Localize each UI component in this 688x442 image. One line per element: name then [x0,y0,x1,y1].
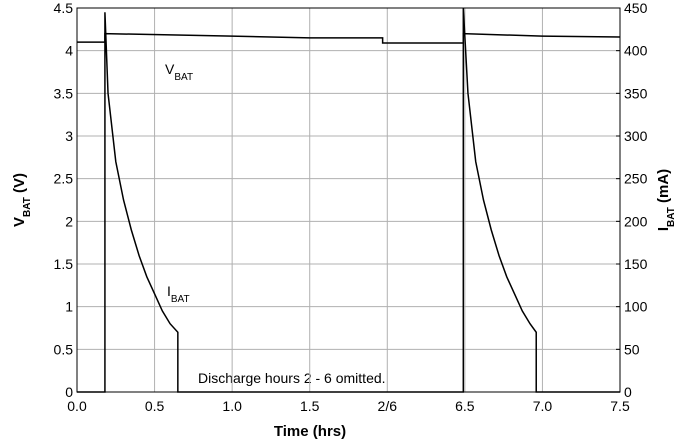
annotation: VBAT [165,61,193,83]
x-tick-label: 7.0 [533,398,553,414]
y-tick-label: 0.5 [54,341,74,357]
y2-tick-label: 300 [624,128,648,144]
y-tick-label: 4 [65,43,73,59]
x-tick-label: 1.0 [222,398,242,414]
y2-tick-label: 100 [624,299,648,315]
y2-label-part: I [655,227,672,231]
y-tick-label: 1.5 [54,256,74,272]
y2-tick-label: 200 [624,213,648,229]
y2-tick-label: 350 [624,85,648,101]
y-label-part: (V) [11,173,28,197]
y2-tick-label: 450 [624,0,648,16]
annotation-part: V [165,61,175,77]
y-label-part: V [11,217,28,227]
y-tick-label: 4.5 [54,0,74,16]
x-tick-label: 7.5 [610,398,630,414]
y2-axis-label: IBAT (mA) [655,169,677,231]
annotation: Discharge hours 2 - 6 omitted. [198,370,386,386]
y2-tick-label: 50 [624,341,640,357]
annotation-sub: BAT [174,72,193,83]
series-line [77,32,621,44]
x-tick-label: 6.5 [455,398,475,414]
y2-tick-label: 0 [624,384,632,400]
plot-frame [76,7,621,393]
y2-tick-label: 400 [624,43,648,59]
annotation: IBAT [167,283,190,305]
y2-label-sub: BAT [666,207,677,227]
y-tick-label: 2 [65,213,73,229]
y2-tick-label: 150 [624,256,648,272]
x-tick-label: 0.0 [67,398,87,414]
y-tick-label: 2.5 [54,171,74,187]
y-axis-label: VBAT (V) [11,173,33,227]
x-tick-label: 1.5 [300,398,320,414]
y-tick-label: 3.5 [54,85,74,101]
y-label-sub: BAT [22,197,33,217]
y-tick-label: 1 [65,299,73,315]
y-tick-label: 3 [65,128,73,144]
y-tick-label: 0 [65,384,73,400]
x-tick-label: 2/6 [378,398,398,414]
x-tick-label: 0.5 [145,398,165,414]
annotation-part: I [167,283,171,299]
x-axis-label: Time (hrs) [274,423,346,440]
y2-tick-label: 250 [624,171,648,187]
series-line [77,7,620,393]
annotation-sub: BAT [171,294,190,305]
y2-label-part: (mA) [655,169,672,207]
